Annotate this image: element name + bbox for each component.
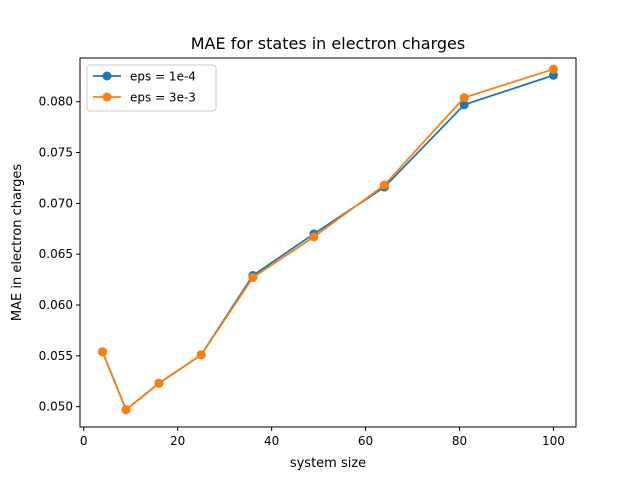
data-point [248,273,258,283]
legend-marker [102,71,112,81]
chart-title: MAE for states in electron charges [191,34,465,53]
x-tick-label: 20 [170,434,185,448]
legend-label: eps = 1e-4 [130,70,196,84]
data-point [548,64,558,74]
x-tick-label: 100 [542,434,565,448]
data-point [196,350,206,360]
y-axis-label: MAE in electron charges [10,164,25,321]
y-tick-label: 0.065 [39,247,73,261]
plot-area [98,64,558,415]
x-tick-label: 60 [358,434,373,448]
y-tick-label: 0.075 [39,146,73,160]
y-tick-label: 0.055 [39,349,73,363]
x-tick-label: 40 [264,434,279,448]
x-axis: 0 20 40 60 80 100 [80,427,565,448]
legend-marker [102,92,112,102]
axes-frame [79,57,577,428]
y-tick-label: 0.070 [39,196,73,210]
x-tick-label: 80 [452,434,467,448]
data-point [154,378,164,388]
data-point [459,93,469,103]
data-point [379,180,389,190]
y-tick-label: 0.050 [39,400,73,414]
data-point [309,232,319,242]
data-point [459,100,469,110]
legend-label: eps = 3e-3 [130,91,196,105]
series-2 [98,64,558,415]
x-axis-label: system size [290,456,366,471]
x-tick-label: 0 [80,434,88,448]
data-point [121,405,131,415]
y-tick-label: 0.080 [39,95,73,109]
y-tick-label: 0.060 [39,298,73,312]
y-axis: 0.050 0.055 0.060 0.065 0.070 0.075 0.080 [39,95,80,414]
data-point [98,347,108,357]
legend: eps = 1e-4 eps = 3e-3 [86,64,217,112]
